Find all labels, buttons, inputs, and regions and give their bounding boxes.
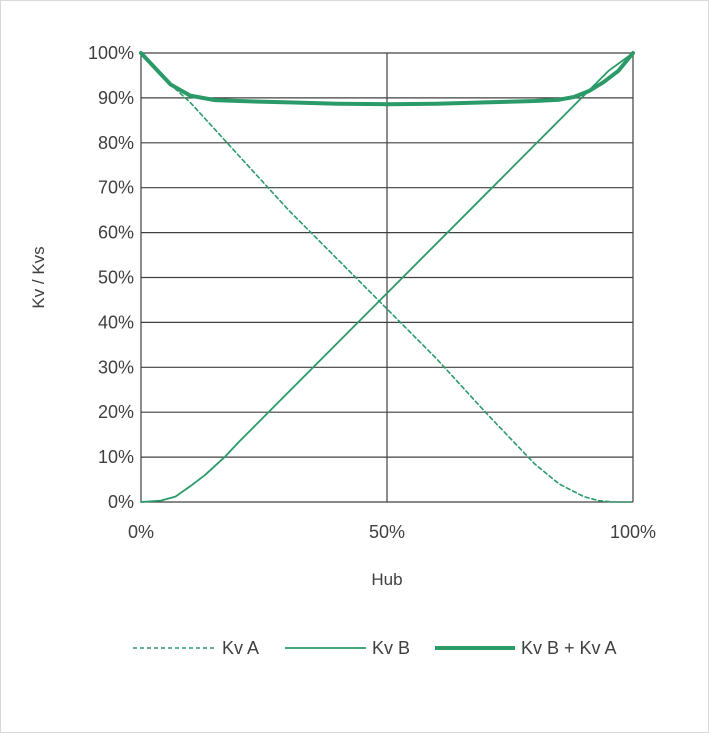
x-tick-label: 0%	[128, 522, 154, 542]
y-tick-label: 40%	[98, 312, 134, 332]
series-line-kv-b	[140, 52, 634, 503]
y-tick-label: 70%	[98, 178, 134, 198]
legend-item-kv-b: Kv B	[285, 638, 410, 658]
grid-layer	[140, 52, 634, 503]
legend: Kv A Kv B Kv B + Kv A	[133, 638, 617, 658]
y-tick-label: 80%	[98, 133, 134, 153]
y-tick-label: 0%	[108, 492, 134, 512]
y-tick-labels: 0% 10% 20% 30% 40% 50% 60% 70% 80% 90% 100%	[88, 43, 134, 512]
y-tick-label: 20%	[98, 402, 134, 422]
series-line-kv-a	[140, 52, 634, 503]
y-tick-label: 10%	[98, 447, 134, 467]
y-tick-label: 90%	[98, 88, 134, 108]
legend-item-kv-b-kv-a: Kv B + Kv A	[435, 638, 617, 658]
series-line-kv-b-kv-a	[139, 51, 635, 107]
legend-item-kv-a: Kv A	[133, 638, 259, 658]
y-tick-label: 100%	[88, 43, 134, 63]
legend-label: Kv B + Kv A	[521, 638, 617, 658]
x-tick-label: 100%	[610, 522, 656, 542]
y-axis-label: Kv / Kvs	[29, 246, 48, 308]
x-axis-label: Hub	[371, 570, 402, 589]
legend-label: Kv A	[222, 638, 259, 658]
y-tick-label: 60%	[98, 223, 134, 243]
y-tick-label: 30%	[98, 357, 134, 377]
x-tick-labels: 0% 50% 100%	[128, 522, 656, 542]
y-tick-label: 50%	[98, 268, 134, 288]
legend-label: Kv B	[372, 638, 410, 658]
x-tick-label: 50%	[369, 522, 405, 542]
series-layer	[139, 51, 635, 503]
